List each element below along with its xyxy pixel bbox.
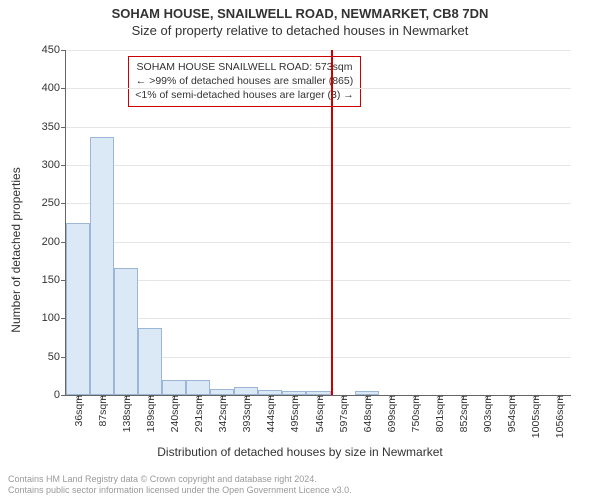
annotation-line2: ← >99% of detached houses are smaller (8… xyxy=(135,74,354,88)
x-tick-label: 291sqm xyxy=(191,395,205,432)
y-tick-label: 150 xyxy=(42,274,60,286)
x-tick-label: 495sqm xyxy=(287,395,301,432)
footer-line1: Contains HM Land Registry data © Crown c… xyxy=(8,474,352,485)
chart-title: SOHAM HOUSE, SNAILWELL ROAD, NEWMARKET, … xyxy=(0,6,600,23)
chart-subtitle: Size of property relative to detached ho… xyxy=(0,23,600,40)
x-tick-label: 648sqm xyxy=(360,395,374,432)
histogram-bar xyxy=(114,268,138,395)
gridline xyxy=(66,280,571,281)
histogram-bar xyxy=(66,223,90,396)
x-tick-label: 240sqm xyxy=(167,395,181,432)
footer-line2: Contains public sector information licen… xyxy=(8,485,352,496)
x-tick-label: 546sqm xyxy=(312,395,326,432)
x-tick-label: 954sqm xyxy=(504,395,518,432)
gridline xyxy=(66,318,571,319)
histogram-bar xyxy=(90,137,114,395)
annotation-line3: <1% of semi-detached houses are larger (… xyxy=(135,88,354,102)
title-area: SOHAM HOUSE, SNAILWELL ROAD, NEWMARKET, … xyxy=(0,0,600,40)
gridline xyxy=(66,242,571,243)
x-tick-label: 750sqm xyxy=(408,395,422,432)
x-tick-label: 444sqm xyxy=(263,395,277,432)
x-tick-label: 87sqm xyxy=(95,395,109,427)
reference-line xyxy=(331,50,333,395)
gridline xyxy=(66,50,571,51)
annotation-box: SOHAM HOUSE SNAILWELL ROAD: 573sqm ← >99… xyxy=(128,56,361,107)
gridline xyxy=(66,165,571,166)
histogram-bar xyxy=(234,387,258,395)
x-axis-title: Distribution of detached houses by size … xyxy=(0,445,600,459)
x-tick-label: 699sqm xyxy=(384,395,398,432)
x-tick-label: 852sqm xyxy=(456,395,470,432)
y-tick-label: 350 xyxy=(42,121,60,133)
y-tick-label: 250 xyxy=(42,197,60,209)
x-tick-label: 189sqm xyxy=(143,395,157,432)
x-tick-label: 1005sqm xyxy=(528,395,542,438)
y-tick-label: 450 xyxy=(42,44,60,56)
x-tick-label: 138sqm xyxy=(119,395,133,432)
y-tick-label: 100 xyxy=(42,312,60,324)
x-tick-label: 801sqm xyxy=(432,395,446,432)
histogram-bar xyxy=(162,380,186,395)
y-tick-label: 0 xyxy=(54,389,60,401)
y-tick-mark xyxy=(61,203,66,204)
y-tick-mark xyxy=(61,165,66,166)
y-axis-title: Number of detached properties xyxy=(9,85,23,250)
y-tick-label: 200 xyxy=(42,236,60,248)
gridline xyxy=(66,203,571,204)
plot-area: SOHAM HOUSE SNAILWELL ROAD: 573sqm ← >99… xyxy=(65,50,571,396)
histogram-bar xyxy=(186,380,210,395)
annotation-line1: SOHAM HOUSE SNAILWELL ROAD: 573sqm xyxy=(135,60,354,74)
y-tick-label: 400 xyxy=(42,82,60,94)
y-tick-mark xyxy=(61,50,66,51)
histogram-bar xyxy=(138,328,162,395)
y-tick-mark xyxy=(61,88,66,89)
chart-container: SOHAM HOUSE, SNAILWELL ROAD, NEWMARKET, … xyxy=(0,0,600,500)
x-tick-label: 903sqm xyxy=(480,395,494,432)
y-tick-mark xyxy=(61,127,66,128)
gridline xyxy=(66,127,571,128)
y-tick-mark xyxy=(61,395,66,396)
x-tick-label: 597sqm xyxy=(336,395,350,432)
x-tick-label: 36sqm xyxy=(71,395,85,427)
y-tick-label: 50 xyxy=(48,351,60,363)
x-tick-label: 1056sqm xyxy=(552,395,566,438)
x-tick-label: 342sqm xyxy=(215,395,229,432)
attribution-footer: Contains HM Land Registry data © Crown c… xyxy=(8,474,352,496)
y-tick-label: 300 xyxy=(42,159,60,171)
x-tick-label: 393sqm xyxy=(239,395,253,432)
gridline xyxy=(66,88,571,89)
